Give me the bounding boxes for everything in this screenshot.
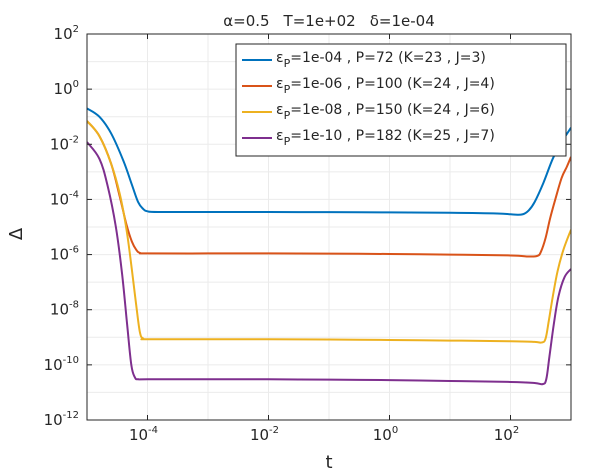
y-tick-label: 10-10	[44, 355, 79, 374]
y-tick-label: 10-6	[50, 245, 79, 264]
x-axis-title: t	[325, 452, 332, 473]
legend: εP=1e-04 , P=72 (K=23 , J=3) εP=1e-06 , P…	[235, 43, 567, 157]
x-tick-label: 102	[494, 425, 519, 444]
y-tick-label: 102	[54, 24, 79, 43]
legend-items: εP=1e-04 , P=72 (K=23 , J=3) εP=1e-06 , P…	[242, 50, 495, 148]
title-T: T=1e+02	[283, 12, 356, 30]
series-line-3	[87, 120, 571, 344]
chart-title: α=0.5 T=1e+02 δ=1e-04	[223, 12, 435, 30]
plot-frame	[86, 33, 572, 421]
x-tick-labels: 10-4 10-2 100 102	[129, 425, 519, 444]
y-tick-labels: 102 100 10-2 10-4 10-6 10-8 10-10 10-12	[44, 24, 79, 429]
y-tick-label: 10-8	[50, 300, 79, 319]
y-tick-label: 10-4	[50, 189, 79, 208]
y-tick-label: 10-2	[50, 134, 79, 153]
tick-marks	[87, 33, 571, 421]
y-axis-title: Δ	[6, 227, 27, 240]
title-alpha: α=0.5	[223, 12, 269, 30]
x-tick-label: 10-2	[250, 425, 279, 444]
series-line-1	[87, 107, 571, 216]
x-tick-label: 100	[373, 425, 398, 444]
y-tick-label: 100	[54, 79, 79, 98]
legend-label-4: εP=1e-10 , P=182 (K=25 , J=7)	[276, 128, 495, 148]
x-tick-label: 10-4	[129, 425, 158, 444]
legend-label-1: εP=1e-04 , P=72 (K=23 , J=3)	[276, 50, 486, 70]
legend-box	[235, 43, 567, 157]
series-group	[87, 107, 571, 386]
title-delta: δ=1e-04	[370, 12, 435, 30]
y-tick-label: 10-12	[44, 410, 79, 429]
legend-label-3: εP=1e-08 , P=150 (K=24 , J=6)	[276, 102, 495, 122]
legend-label-2: εP=1e-06 , P=100 (K=24 , J=4)	[276, 76, 495, 96]
series-line-4	[87, 141, 571, 386]
